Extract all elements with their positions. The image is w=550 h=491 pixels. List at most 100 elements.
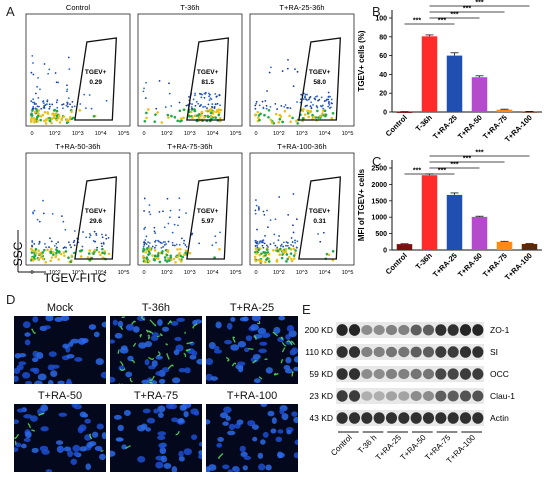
nucleus: [294, 439, 298, 446]
tgev-signal: [89, 433, 93, 440]
flow-event-dot: [318, 114, 322, 118]
nucleus: [174, 336, 182, 342]
flow-event-dot: [217, 108, 221, 111]
flow-gate: [298, 37, 342, 121]
flow-event-dot: [86, 256, 90, 259]
flow-event-dot: [214, 235, 217, 238]
flow-event-dot: [275, 258, 279, 262]
flow-event-dot: [45, 103, 48, 106]
blot-band: [447, 368, 459, 380]
flow-event-dot: [284, 250, 288, 254]
blot-strip: [336, 366, 484, 382]
flow-event-dot: [296, 101, 298, 103]
nucleus: [226, 322, 233, 330]
flow-event-dot: [285, 241, 288, 243]
nucleus: [55, 440, 64, 445]
blot-kd-label: 59 KD: [309, 369, 333, 379]
flow-event-dot: [54, 254, 58, 257]
significance-label: ***: [450, 162, 458, 169]
flow-event-dot: [264, 254, 267, 257]
flow-event-dot: [78, 249, 82, 253]
flow-event-dot: [30, 112, 33, 116]
nucleus: [171, 417, 179, 423]
flow-event-dot: [273, 233, 276, 236]
flow-event-dot: [191, 232, 194, 235]
flow-event-dot: [94, 240, 96, 243]
flow-event-dot: [255, 102, 258, 105]
flow-event-dot: [317, 99, 319, 102]
flow-event-dot: [313, 97, 316, 100]
flow-event-dot: [42, 212, 45, 215]
flow-event-dot: [50, 256, 54, 259]
flow-event-dot: [39, 118, 42, 122]
tgev-signal: [30, 429, 36, 432]
nucleus: [101, 321, 106, 328]
nucleus: [267, 410, 275, 417]
nucleus: [40, 426, 49, 432]
flow-event-dot: [153, 230, 156, 233]
flow-xtick-label: 10^5: [230, 131, 242, 137]
blot-protein-label: OCC: [490, 369, 509, 379]
bar: [471, 216, 488, 250]
flow-event-dot: [301, 117, 305, 120]
tgev-signal: [218, 453, 224, 459]
flow-event-dot: [286, 106, 289, 109]
tgev-signal: [125, 445, 131, 449]
nucleus: [277, 336, 285, 343]
nucleus: [141, 423, 148, 430]
flow-event-dot: [30, 256, 34, 260]
flow-gate-value: 81.5: [201, 79, 214, 86]
flow-event-dot: [278, 253, 282, 256]
flow-event-dot: [208, 109, 211, 112]
flow-event-dot: [30, 100, 33, 103]
flow-event-dot: [32, 117, 36, 120]
flow-event-dot: [191, 116, 194, 119]
nucleus: [25, 431, 32, 439]
blot-kd-label: 43 KD: [309, 413, 333, 423]
nucleus: [173, 349, 180, 356]
flow-event-dot: [65, 121, 69, 125]
flow-event-dot: [43, 119, 46, 123]
nucleus: [112, 319, 118, 326]
bar: [421, 175, 438, 250]
flow-event-dot: [70, 110, 73, 114]
flow-event-dot: [167, 222, 170, 225]
nucleus: [14, 419, 19, 425]
nucleus: [161, 367, 170, 373]
bar: [446, 194, 463, 250]
nucleus: [96, 423, 104, 430]
nucleus: [119, 347, 129, 354]
flow-event-dot: [145, 116, 148, 120]
flow-event-dot: [64, 250, 68, 253]
flow-event-dot: [287, 58, 289, 61]
nucleus: [242, 465, 248, 471]
nucleus: [30, 415, 38, 422]
flow-event-dot: [145, 256, 149, 260]
flow-scatter: [253, 58, 335, 125]
tgev-signal: [253, 335, 257, 340]
nucleus: [293, 356, 298, 363]
flow-event-dot: [90, 107, 93, 110]
flow-event-dot: [254, 239, 257, 242]
flow-event-dot: [32, 258, 35, 262]
flow-plot-3: T+RA-25-36h TGEV+ 58.0 0 10^2 10^3 10^4 10^5: [249, 3, 355, 137]
flow-event-dot: [254, 212, 257, 215]
flow-event-dot: [59, 252, 63, 256]
nucleus: [123, 409, 131, 417]
flow-event-dot: [81, 245, 84, 248]
blot-band: [348, 390, 361, 402]
lane-label: T+RA-75: [423, 433, 453, 463]
blot-band: [447, 324, 459, 336]
flow-event-dot: [38, 243, 40, 245]
flow-xtick-label: 10^3: [72, 270, 84, 276]
flow-event-dot: [67, 241, 70, 244]
flow-event-dot: [259, 259, 263, 262]
flow-event-dot: [292, 254, 296, 257]
flow-event-dot: [267, 108, 271, 112]
nucleus: [41, 449, 50, 455]
flow-event-dot: [281, 253, 284, 256]
flow-event-dot: [218, 116, 222, 120]
blot-band: [447, 390, 459, 402]
tgev-signal: [27, 422, 31, 428]
flow-event-dot: [159, 241, 162, 244]
